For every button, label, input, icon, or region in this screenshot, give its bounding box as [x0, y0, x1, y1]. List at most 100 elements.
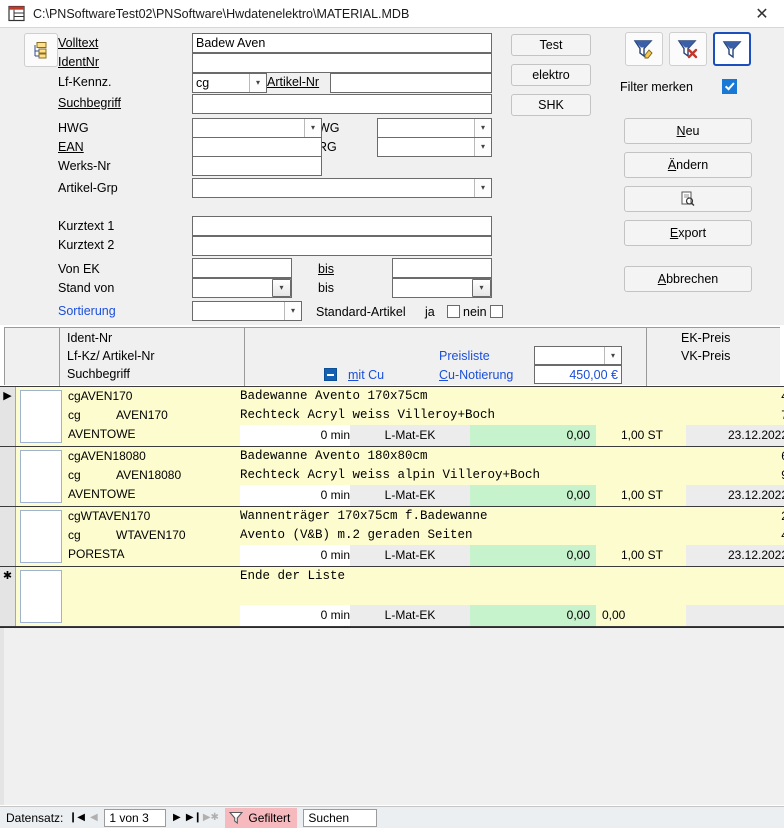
table-row-new[interactable]: ✱ Ende der Liste 0 min L-Mat-EK 0,00 0,0… — [0, 567, 784, 627]
chevron-down-icon[interactable]: ▾ — [284, 302, 301, 320]
row-body: cgWTAVEN170 cg WTAVEN170 PORESTA Wannent… — [62, 507, 784, 566]
label-wg: WG — [318, 121, 340, 135]
cu-notierung-label[interactable]: Cu-Notierung — [439, 368, 514, 382]
wg-combo[interactable]: ▾ — [377, 118, 492, 138]
table-row[interactable]: cgWTAVEN170 cg WTAVEN170 PORESTA Wannent… — [0, 507, 784, 567]
label-nein: nein — [463, 305, 487, 319]
record-number-input[interactable]: 1 von 3 — [104, 808, 167, 827]
close-icon[interactable]: ✕ — [755, 5, 769, 23]
werksnr-input[interactable] — [192, 156, 322, 176]
search-input[interactable]: Suchen — [303, 808, 378, 827]
lfkennz-combo[interactable]: cg ▾ — [192, 73, 267, 93]
label-rg: RG — [318, 140, 337, 154]
cell-ident-nr: cgAVEN18080 — [68, 449, 146, 463]
cell-artikel-nr: AVEN170 — [116, 408, 168, 422]
hwg-combo[interactable]: ▾ — [192, 118, 322, 138]
standvon-combo[interactable]: ▾ — [192, 278, 292, 298]
previous-record-button[interactable]: ◀ — [90, 812, 98, 823]
chevron-down-icon[interactable]: ▾ — [304, 119, 321, 137]
bisek-input[interactable] — [392, 258, 492, 278]
label-lfkennz: Lf-Kennz. — [58, 75, 112, 89]
label-suchbegriff: Suchbegriff — [58, 96, 122, 110]
field-list-icon-button[interactable] — [24, 33, 58, 67]
standard-artikel-nein-checkbox[interactable] — [490, 305, 503, 318]
cell-suchbegriff: PORESTA — [68, 547, 125, 561]
shk-button-label: SHK — [538, 98, 564, 112]
identnr-input[interactable] — [192, 53, 492, 73]
chevron-down-icon[interactable]: ▾ — [474, 119, 491, 137]
vonek-input[interactable] — [192, 258, 292, 278]
chevron-down-icon[interactable]: ▾ — [604, 347, 621, 364]
sortierung-combo[interactable]: ▾ — [192, 301, 302, 321]
calendar-dropdown-icon[interactable]: ▾ — [472, 279, 491, 297]
neu-button[interactable]: Neu — [624, 118, 752, 144]
cu-notierung-value[interactable]: 450,00 € — [534, 365, 622, 384]
aendern-button[interactable]: Ändern — [624, 152, 752, 178]
filter-merken-checkbox[interactable] — [722, 79, 737, 94]
standard-artikel-ja-checkbox[interactable] — [447, 305, 460, 318]
row-selector[interactable] — [0, 507, 16, 566]
filter-edit-button[interactable] — [625, 32, 663, 66]
label-standvon: Stand von — [58, 281, 115, 295]
export-button[interactable]: Export — [624, 220, 752, 246]
header-ident-nr: Ident-Nr — [67, 331, 113, 345]
cell-mat-ek: L-Mat-EK — [350, 485, 470, 506]
header-vk-preis: VK-Preis — [681, 349, 731, 363]
table-row[interactable]: ▶ cgAVEN170 cg AVEN170 AVENTOWE Badewann… — [0, 387, 784, 447]
test-button[interactable]: Test — [511, 34, 591, 56]
kurztext1-input[interactable] — [192, 216, 492, 236]
filter-status-button[interactable]: Gefiltert — [225, 807, 298, 828]
mit-cu-toggle[interactable] — [324, 368, 337, 381]
label-vonek: Von EK — [58, 262, 100, 276]
mit-cu-label[interactable]: mit Cu — [348, 368, 385, 382]
row-selector[interactable] — [0, 447, 16, 506]
header-divider-1 — [59, 328, 60, 386]
next-record-button[interactable]: ▶ — [173, 812, 181, 823]
rg-combo[interactable]: ▾ — [377, 137, 492, 157]
standvon-value — [193, 279, 272, 297]
cell-artikel-nr: AVEN18080 — [116, 468, 182, 482]
row-selector-new[interactable]: ✱ — [0, 567, 16, 626]
preisliste-label[interactable]: Preisliste — [439, 349, 490, 363]
last-record-button[interactable]: ▶❙ — [185, 812, 202, 823]
label-sortierung[interactable]: Sortierung — [58, 304, 116, 318]
label-hwg: HWG — [58, 121, 89, 135]
filter-remove-button[interactable] — [669, 32, 707, 66]
suchbegriff-input[interactable] — [192, 94, 492, 114]
label-standard-artikel: Standard-Artikel — [316, 305, 406, 319]
filter-status-label: Gefiltert — [248, 810, 291, 825]
filter-apply-button[interactable] — [713, 32, 751, 66]
artikelnr-input[interactable] — [330, 73, 492, 93]
rg-value — [378, 138, 474, 156]
bisstand-combo[interactable]: ▾ — [392, 278, 492, 298]
preisliste-combo[interactable]: ▾ — [534, 346, 622, 365]
lfkennz-value: cg — [196, 76, 210, 90]
label-werksnr: Werks-Nr — [58, 159, 111, 173]
first-record-button[interactable]: ❙◀ — [68, 812, 85, 823]
chevron-down-icon[interactable]: ▾ — [474, 179, 491, 197]
table-row[interactable]: cgAVEN18080 cg AVEN18080 AVENTOWE Badewa… — [0, 447, 784, 507]
kurztext2-input[interactable] — [192, 236, 492, 256]
preview-button[interactable] — [624, 186, 752, 212]
ean-input[interactable] — [192, 137, 322, 157]
label-artikelgrp: Artikel-Grp — [58, 181, 118, 195]
new-record-button[interactable]: ▶✱ — [202, 812, 219, 823]
filter-edit-icon — [633, 40, 653, 59]
cell-cu-value: 0,00 — [470, 485, 596, 506]
volltext-input[interactable] — [192, 33, 492, 53]
cell-vk-preis: 982,08 € — [662, 468, 784, 482]
cell-min: 0 min — [240, 605, 354, 626]
elektro-button[interactable]: elektro — [511, 64, 591, 86]
chevron-down-icon[interactable]: ▾ — [249, 74, 266, 92]
abbrechen-button[interactable]: Abbrechen — [624, 266, 752, 292]
artikelgrp-combo[interactable]: ▾ — [192, 178, 492, 198]
cell-ident-nr: cgAVEN170 — [68, 389, 133, 403]
header-divider-3 — [646, 328, 647, 386]
cell-min: 0 min — [240, 485, 354, 506]
row-selector[interactable]: ▶ — [0, 387, 16, 446]
cell-datum: 23.12.2022 — [686, 545, 784, 566]
shk-button[interactable]: SHK — [511, 94, 591, 116]
header-lfkz-artikelnr: Lf-Kz/ Artikel-Nr — [67, 349, 155, 363]
chevron-down-icon[interactable]: ▾ — [474, 138, 491, 156]
calendar-dropdown-icon[interactable]: ▾ — [272, 279, 291, 297]
